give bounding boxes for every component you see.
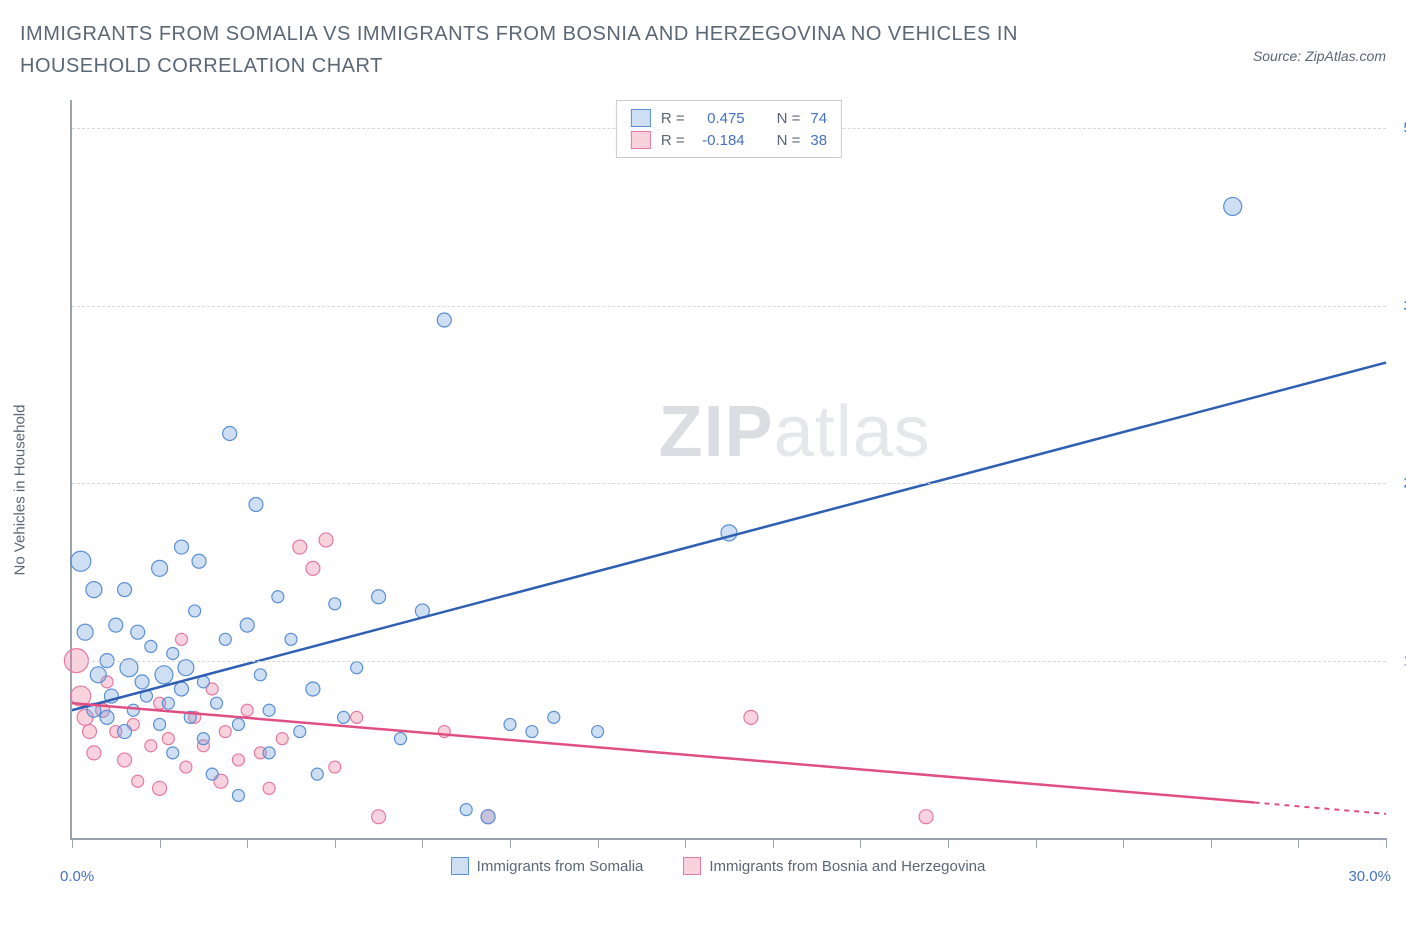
stats-row-a: R = 0.475 N = 74 (631, 107, 827, 129)
swatch-b-icon (631, 131, 651, 149)
point-b (351, 711, 363, 723)
point-a (311, 768, 323, 780)
point-a (155, 666, 173, 684)
point-a (178, 660, 194, 676)
point-a (127, 704, 139, 716)
point-a (272, 591, 284, 603)
point-a (223, 427, 237, 441)
point-a (206, 768, 218, 780)
point-a (77, 624, 93, 640)
point-a (1224, 197, 1242, 215)
point-a (232, 718, 244, 730)
point-a (219, 633, 231, 645)
stats-legend-box: R = 0.475 N = 74 R = -0.184 N = 38 (616, 100, 842, 158)
point-b (276, 733, 288, 745)
point-a (329, 598, 341, 610)
legend-item-a: Immigrants from Somalia (451, 857, 644, 875)
point-a (152, 560, 168, 576)
regression-line-a (72, 363, 1386, 711)
legend-item-b: Immigrants from Bosnia and Herzegovina (683, 857, 985, 875)
point-b (329, 761, 341, 773)
point-a (249, 497, 263, 511)
point-a (232, 789, 244, 801)
point-a (118, 725, 132, 739)
point-a (254, 669, 266, 681)
point-b (919, 810, 933, 824)
point-a (197, 733, 209, 745)
point-a (395, 733, 407, 745)
point-a (118, 583, 132, 597)
point-b (306, 561, 320, 575)
point-a (109, 618, 123, 632)
bottom-legend: Immigrants from Somalia Immigrants from … (50, 857, 1386, 875)
point-a (460, 804, 472, 816)
stats-row-b: R = -0.184 N = 38 (631, 129, 827, 151)
point-a (285, 633, 297, 645)
point-b (162, 733, 174, 745)
point-b (83, 725, 97, 739)
chart-header: IMMIGRANTS FROM SOMALIA VS IMMIGRANTS FR… (20, 18, 1386, 82)
point-b (263, 782, 275, 794)
point-a (71, 551, 91, 571)
point-b (153, 781, 167, 795)
point-a (372, 590, 386, 604)
plot-svg (72, 100, 1386, 838)
point-a (154, 718, 166, 730)
regression-line-b-ext (1255, 803, 1386, 814)
point-b (132, 775, 144, 787)
swatch-a-icon (631, 109, 651, 127)
point-b (219, 726, 231, 738)
legend-swatch-b-icon (683, 857, 701, 875)
point-a (263, 747, 275, 759)
point-a (100, 710, 114, 724)
point-b (293, 540, 307, 554)
point-a (306, 682, 320, 696)
y-axis-label: No Vehicles in Household (12, 405, 29, 576)
plot-region: ZIPatlas R = 0.475 N = 74 R = -0.184 N =… (70, 100, 1386, 840)
point-b (372, 810, 386, 824)
point-a (131, 625, 145, 639)
point-b (180, 761, 192, 773)
point-a (86, 582, 102, 598)
point-b (319, 533, 333, 547)
point-b (145, 740, 157, 752)
point-b (87, 746, 101, 760)
point-a (294, 726, 306, 738)
point-a (526, 726, 538, 738)
point-a (192, 554, 206, 568)
point-b (232, 754, 244, 766)
point-a (548, 711, 560, 723)
point-a (167, 648, 179, 660)
point-a (351, 662, 363, 674)
point-a (145, 640, 157, 652)
legend-swatch-a-icon (451, 857, 469, 875)
point-a (162, 697, 174, 709)
point-a (338, 711, 350, 723)
point-b (744, 710, 758, 724)
point-b (241, 704, 253, 716)
point-a (211, 697, 223, 709)
point-a (263, 704, 275, 716)
point-b (176, 633, 188, 645)
source-label: Source: ZipAtlas.com (1253, 48, 1386, 64)
point-a (592, 726, 604, 738)
point-a (240, 618, 254, 632)
regression-line-b (72, 703, 1255, 802)
point-a (481, 810, 495, 824)
point-a (135, 675, 149, 689)
chart-area: No Vehicles in Household ZIPatlas R = 0.… (50, 100, 1386, 880)
point-b (118, 753, 132, 767)
point-a (189, 605, 201, 617)
point-a (175, 540, 189, 554)
point-a (175, 682, 189, 696)
point-a (167, 747, 179, 759)
point-a (437, 313, 451, 327)
chart-title: IMMIGRANTS FROM SOMALIA VS IMMIGRANTS FR… (20, 18, 1120, 82)
point-a (504, 718, 516, 730)
point-a (90, 667, 106, 683)
